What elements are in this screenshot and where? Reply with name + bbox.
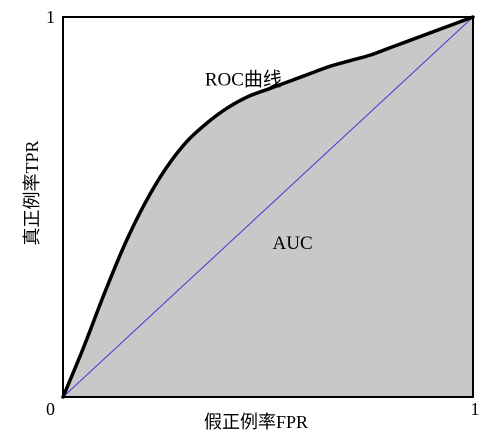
diagonal-line: [62, 16, 474, 398]
roc-curve-label: ROC曲线: [205, 68, 282, 90]
roc-curve: [61, 15, 475, 399]
plot-frame: [62, 16, 474, 398]
x-axis-label: 假正例率FPR: [204, 412, 308, 432]
auc-label: AUC: [273, 233, 313, 254]
x-tick-label-1: 1: [471, 399, 480, 419]
origin-tick-label: 0: [46, 399, 55, 419]
y-axis-label: 真正例率TPR: [22, 140, 42, 245]
y-tick-label-1: 1: [46, 7, 55, 27]
